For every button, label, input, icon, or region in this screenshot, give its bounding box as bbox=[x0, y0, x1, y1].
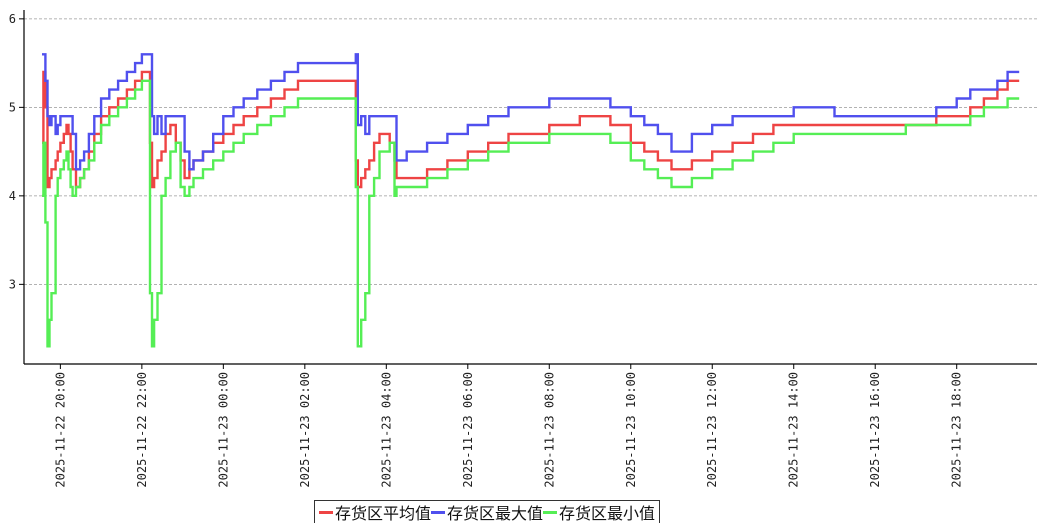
axes bbox=[23, 10, 1037, 365]
legend-label-max: 存货区最大值 bbox=[447, 504, 544, 523]
series-line-0 bbox=[42, 70, 1020, 189]
x-tick-label: 2025-11-23 10:00 bbox=[624, 372, 638, 488]
x-tick-label: 2025-11-22 20:00 bbox=[53, 372, 67, 488]
x-tick-label: 2025-11-23 12:00 bbox=[705, 372, 719, 488]
x-tick-label: 2025-11-23 14:00 bbox=[787, 372, 801, 488]
legend-item-avg: 存货区平均值 bbox=[319, 500, 431, 524]
x-tick-label: 2025-11-23 08:00 bbox=[542, 372, 556, 488]
x-tick-label: 2025-11-23 00:00 bbox=[216, 372, 230, 488]
y-axis-ticks: 3 4 5 6 bbox=[9, 12, 24, 291]
x-tick-label: 2025-11-23 18:00 bbox=[950, 372, 964, 488]
x-tick-label: 2025-11-22 22:00 bbox=[135, 372, 149, 488]
legend-item-min: 存货区最小值 bbox=[543, 500, 655, 524]
legend-label-avg: 存货区平均值 bbox=[335, 504, 432, 523]
series-line-1 bbox=[42, 53, 1020, 171]
x-tick-label: 2025-11-23 02:00 bbox=[298, 372, 312, 488]
legend: 存货区平均值 存货区最大值 存货区最小值 bbox=[314, 500, 661, 524]
y-tick-label: 5 bbox=[9, 100, 16, 114]
series-line-2 bbox=[42, 79, 1020, 348]
y-tick-label: 6 bbox=[9, 12, 16, 26]
x-tick-label: 2025-11-23 16:00 bbox=[868, 372, 882, 488]
y-tick-label: 3 bbox=[9, 277, 16, 291]
legend-swatch-avg bbox=[319, 510, 333, 514]
legend-swatch-min bbox=[543, 510, 558, 514]
y-tick-label: 4 bbox=[9, 189, 16, 203]
x-tick-label: 2025-11-23 06:00 bbox=[461, 372, 475, 488]
x-axis-ticks: 2025-11-22 20:00 2025-11-22 22:00 2025-11-… bbox=[53, 364, 964, 488]
series-lines bbox=[42, 53, 1020, 348]
legend-label-min: 存货区最小值 bbox=[559, 504, 656, 523]
legend-item-max: 存货区最大值 bbox=[431, 500, 543, 524]
legend-swatch-max bbox=[431, 510, 446, 514]
x-tick-label: 2025-11-23 04:00 bbox=[379, 372, 393, 488]
